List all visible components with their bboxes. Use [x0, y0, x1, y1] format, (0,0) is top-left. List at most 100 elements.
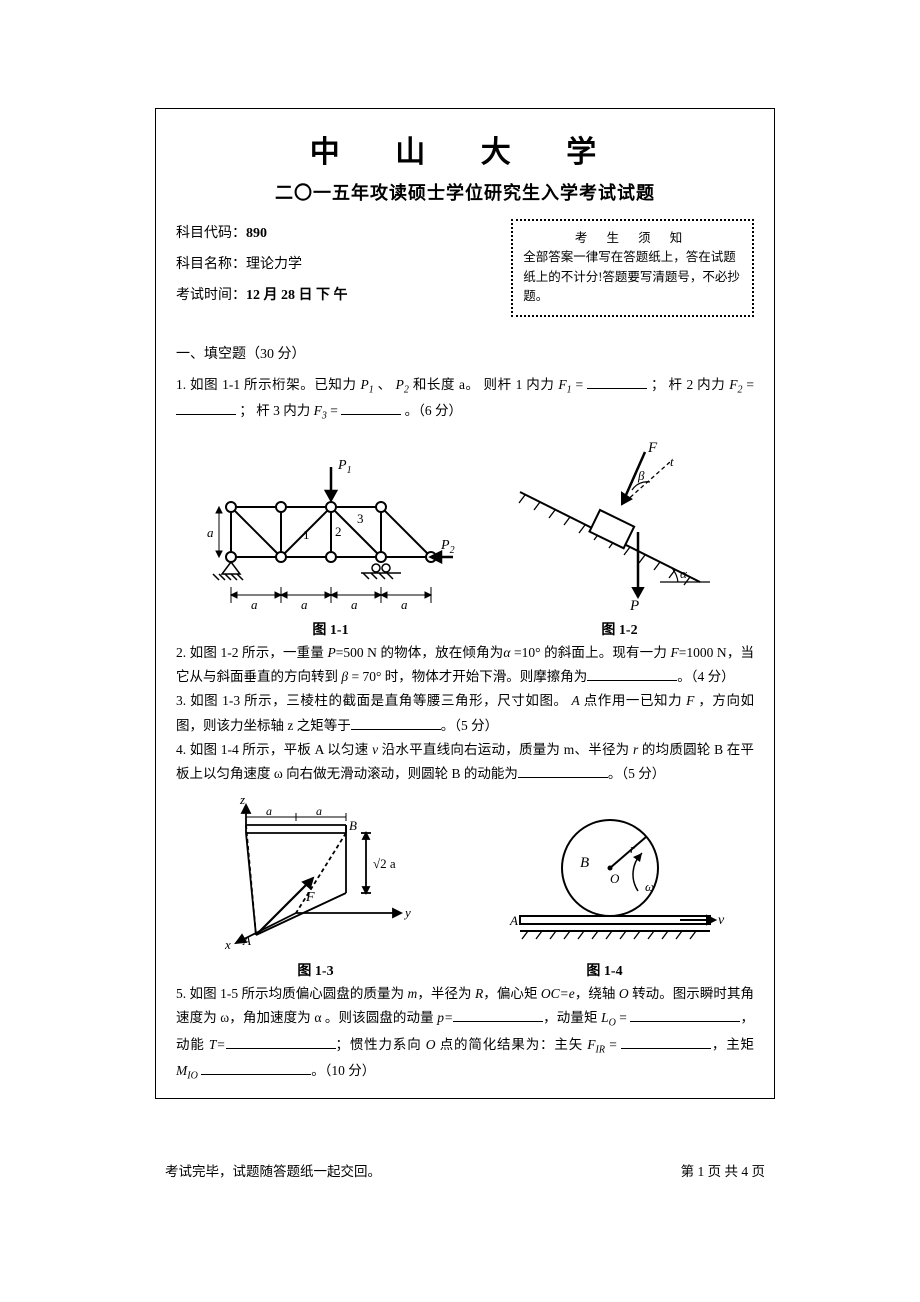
q5-c: ，偏心矩: [483, 986, 541, 1001]
wheel-w: ω: [645, 879, 654, 894]
blank-q5-T: [226, 1037, 336, 1049]
subject-code-label: 科目代码：: [176, 226, 246, 241]
q2-c: =10° 的斜面上。现有一力: [510, 645, 670, 660]
blank-q2: [587, 669, 677, 681]
subject-name: 理论力学: [246, 257, 302, 272]
q1-f3s: 3: [322, 411, 327, 422]
prism-A: A: [242, 933, 251, 948]
q5-tail: 。（10 分）: [311, 1063, 375, 1078]
wheel-svg: B O r ω A v: [480, 803, 730, 953]
wheel-A: A: [509, 913, 518, 928]
q5-a: 5. 如图 1-5 所示均质偏心圆盘的质量为: [176, 986, 408, 1001]
truss-svg: P1 P2 1 2 3 a a a a a: [201, 437, 461, 612]
caption-1-2: 图 1-2: [510, 619, 730, 639]
q2-e: = 70° 时，物体才开始下滑。则摩擦角为: [348, 669, 587, 684]
header-meta: 科目代码：890 科目名称：理论力学 考试时间：12 月 28 日 下 午 考 …: [176, 219, 754, 317]
q1-p2: P: [396, 377, 404, 392]
q5-d: ，绕轴: [575, 986, 619, 1001]
exam-page: 中 山 大 学 二〇一五年攻读硕士学位研究生入学考试试题 科目代码：890 科目…: [155, 108, 775, 1099]
q5-f: ，动量矩: [543, 1010, 601, 1025]
q1-f2s: 2: [737, 384, 742, 395]
q5-p: p=: [437, 1010, 453, 1025]
q1-lead: 1. 如图 1-1 所示桁架。已知力: [176, 377, 357, 392]
q1-f3: F: [314, 403, 322, 418]
q5-Mios: IO: [187, 1071, 198, 1082]
incline-alpha: α: [680, 566, 688, 581]
q1-tail: 。（6 分）: [405, 403, 462, 418]
truss-n1: 1: [303, 527, 310, 542]
blank-q3: [351, 718, 441, 730]
prism-svg: z y x a a B F A √2 a: [201, 793, 431, 953]
q5-O: O: [619, 986, 629, 1001]
blank-f1: [587, 376, 647, 388]
q2-F: F: [671, 645, 679, 660]
q3-b: 点作用一已知力: [580, 693, 686, 708]
header-left: 科目代码：890 科目名称：理论力学 考试时间：12 月 28 日 下 午: [176, 219, 494, 311]
q1-eq: =: [576, 377, 588, 392]
section-1-title: 一、填空题（30 分）: [176, 343, 754, 363]
page-footer: 考试完毕，试题随答题纸一起交回。 第 1 页 共 4 页: [155, 1160, 775, 1180]
question-4: 4. 如图 1-4 所示，平板 A 以匀速 v 沿水平直线向右运动，质量为 m、…: [176, 738, 754, 787]
figure-1-2: F t β α P 图 1-2: [510, 432, 730, 639]
q1-p1: P: [360, 377, 368, 392]
truss-a-v: a: [207, 525, 214, 540]
subject-name-row: 科目名称：理论力学: [176, 250, 494, 281]
q5-T: T=: [209, 1037, 226, 1052]
q4-a: 4. 如图 1-4 所示，平板 A 以匀速: [176, 742, 372, 757]
q5-l: ，主矩: [711, 1037, 754, 1052]
notice-box: 考 生 须 知 全部答案一律写在答题纸上，答在试题纸上的不计分!答题要写清题号，…: [511, 219, 754, 317]
blank-f3: [341, 403, 401, 415]
exam-time-row: 考试时间：12 月 28 日 下 午: [176, 281, 494, 312]
q4-tail: 。（5 分）: [608, 766, 665, 781]
notice-body: 全部答案一律写在答题纸上，答在试题纸上的不计分!答题要写清题号，不必抄题。: [523, 248, 742, 306]
figure-row-2: z y x a a B F A √2 a 图 1-3: [176, 793, 754, 980]
q5-Firs: IR: [596, 1044, 605, 1055]
wheel-B: B: [580, 855, 589, 871]
q5-g: =: [616, 1010, 631, 1025]
blank-q5-Mio: [201, 1063, 311, 1075]
q2-P: P: [328, 645, 336, 660]
prism-B: B: [349, 818, 357, 833]
truss-a3: a: [351, 597, 358, 612]
q2-tail: 。（4 分）: [677, 669, 734, 684]
q5-OC: OC=e: [541, 986, 575, 1001]
q1-eq2: =: [746, 377, 754, 392]
exam-time: 12 月 28 日 下 午: [246, 288, 348, 303]
truss-a4: a: [401, 597, 408, 612]
q1-p2s: 2: [404, 384, 409, 395]
question-1: 1. 如图 1-1 所示桁架。已知力 P1 、 P2 和长度 a。 则杆 1 内…: [176, 373, 754, 426]
q5-b: ，半径为: [417, 986, 475, 1001]
q1-sep1: 、: [378, 377, 392, 392]
footer-left: 考试完毕，试题随答题纸一起交回。: [165, 1160, 381, 1180]
prism-z: z: [239, 793, 245, 807]
q3-a: 3. 如图 1-3 所示，三棱柱的截面是直角等腰三角形，尺寸如图。: [176, 693, 572, 708]
q2-b: =500 N 的物体，放在倾角为: [336, 645, 504, 660]
q3-A: A: [572, 693, 580, 708]
prism-F: F: [305, 890, 315, 905]
figure-1-3: z y x a a B F A √2 a 图 1-3: [201, 793, 431, 980]
notice-title: 考 生 须 知: [523, 229, 742, 248]
question-5: 5. 如图 1-5 所示均质偏心圆盘的质量为 m，半径为 R，偏心矩 OC=e，…: [176, 982, 754, 1086]
wheel-r: r: [630, 841, 636, 856]
prism-sq2a: √2 a: [373, 856, 396, 871]
q1-mid4: ； 杆 3 内力: [239, 403, 310, 418]
subject-code-row: 科目代码：890: [176, 219, 494, 250]
figure-1-4: B O r ω A v 图 1-4: [480, 803, 730, 980]
footer-right: 第 1 页 共 4 页: [681, 1160, 765, 1180]
q5-O2: O: [426, 1037, 436, 1052]
exam-subtitle: 二〇一五年攻读硕士学位研究生入学考试试题: [176, 179, 754, 205]
figure-row-1: P1 P2 1 2 3 a a a a a 图 1-1: [176, 432, 754, 639]
truss-n2: 2: [335, 524, 342, 539]
prism-a2: a: [316, 804, 322, 818]
q5-Mio: M: [176, 1063, 187, 1078]
truss-a1: a: [251, 597, 258, 612]
prism-x: x: [224, 937, 231, 952]
q5-Los: O: [609, 1018, 616, 1029]
q5-i: ；惯性力系向: [336, 1037, 426, 1052]
q1-mid2: ； 杆 2 内力: [651, 377, 725, 392]
incline-P: P: [629, 598, 639, 612]
blank-q4: [518, 766, 608, 778]
incline-beta: β: [637, 468, 645, 483]
wheel-O: O: [610, 871, 620, 886]
q4-b: 沿水平直线向右运动，质量为 m、半径为: [378, 742, 633, 757]
